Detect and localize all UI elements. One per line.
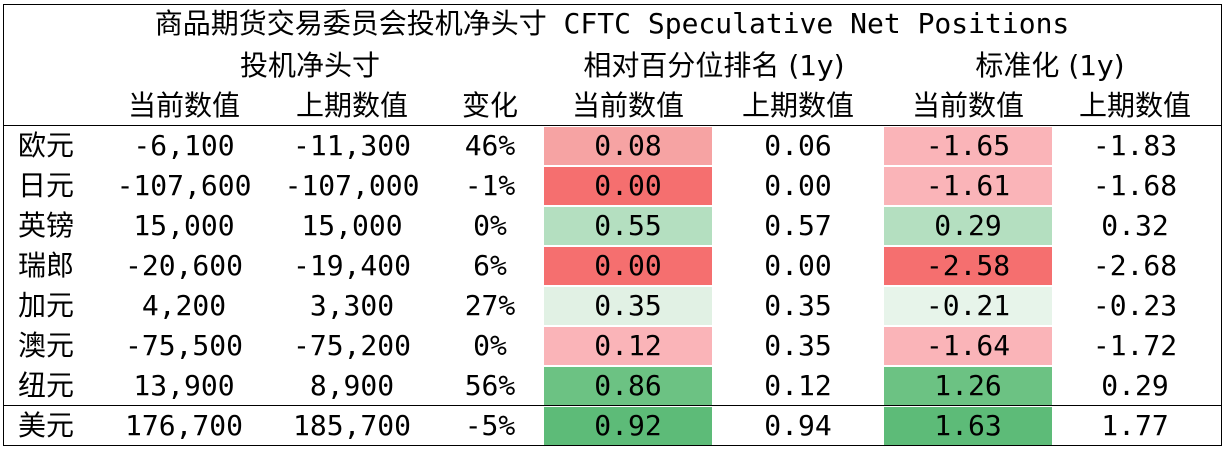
change-cell: -5% — [464, 409, 516, 442]
net-current-cell: -20,600 — [124, 249, 243, 282]
group-header-percentile: 相对百分位排名 (1y) — [583, 49, 845, 82]
std-current-cell: -0.21 — [884, 287, 1052, 325]
row-label: 英镑 — [18, 209, 75, 242]
col-header-change: 变化 — [461, 89, 518, 122]
pct-current-cell: 0.86 — [544, 367, 712, 405]
net-previous-cell: 3,300 — [309, 289, 395, 322]
net-current-cell: -75,500 — [124, 329, 243, 362]
net-previous-cell: 8,900 — [309, 369, 395, 402]
pct-current-cell: 0.00 — [544, 167, 712, 205]
std-previous-cell: 1.77 — [1101, 409, 1169, 442]
std-current-cell: 1.26 — [884, 367, 1052, 405]
pct-previous-cell: 0.00 — [764, 169, 832, 202]
usd-divider — [4, 405, 1222, 406]
pct-current-cell: 0.55 — [544, 207, 712, 245]
row-label: 欧元 — [18, 129, 75, 162]
std-current-cell: 0.29 — [884, 207, 1052, 245]
pct-previous-cell: 0.57 — [764, 209, 832, 242]
net-current-cell: -107,600 — [116, 169, 252, 202]
row-label: 日元 — [18, 169, 75, 202]
pct-current-cell: 0.92 — [544, 407, 712, 445]
row-label: 加元 — [18, 289, 75, 322]
std-current-cell: 1.63 — [884, 407, 1052, 445]
net-previous-cell: -75,200 — [292, 329, 411, 362]
change-cell: 0% — [473, 209, 507, 242]
col-header-std-current: 当前数值 — [911, 89, 1024, 122]
change-cell: 56% — [464, 369, 516, 402]
change-cell: 6% — [473, 249, 507, 282]
net-current-cell: 13,900 — [133, 369, 235, 402]
pct-previous-cell: 0.35 — [764, 289, 832, 322]
pct-previous-cell: 0.06 — [764, 129, 832, 162]
std-current-cell: -2.58 — [884, 247, 1052, 285]
header-divider — [4, 125, 1222, 126]
net-current-cell: 4,200 — [141, 289, 227, 322]
pct-current-cell: 0.08 — [544, 127, 712, 165]
col-header-std-previous: 上期数值 — [1078, 89, 1191, 122]
net-current-cell: -6,100 — [133, 129, 235, 162]
net-previous-cell: -19,400 — [292, 249, 411, 282]
net-previous-cell: -11,300 — [292, 129, 411, 162]
row-label: 澳元 — [18, 329, 75, 362]
std-previous-cell: 0.29 — [1101, 369, 1169, 402]
group-header-standardized: 标准化 (1y) — [975, 49, 1125, 82]
pct-previous-cell: 0.94 — [764, 409, 832, 442]
pct-previous-cell: 0.12 — [764, 369, 832, 402]
col-header-net-current: 当前数值 — [127, 89, 240, 122]
row-label: 美元 — [18, 409, 75, 442]
change-cell: 46% — [464, 129, 516, 162]
net-current-cell: 15,000 — [133, 209, 235, 242]
net-previous-cell: -107,000 — [284, 169, 420, 202]
row-label: 瑞郎 — [18, 249, 75, 282]
std-current-cell: -1.65 — [884, 127, 1052, 165]
pct-current-cell: 0.00 — [544, 247, 712, 285]
std-previous-cell: 0.32 — [1101, 209, 1169, 242]
change-cell: 27% — [464, 289, 516, 322]
std-current-cell: -1.61 — [884, 167, 1052, 205]
pct-previous-cell: 0.35 — [764, 329, 832, 362]
std-previous-cell: -1.68 — [1092, 169, 1178, 202]
table-title: 商品期货交易委员会投机净头寸 CFTC Speculative Net Posi… — [154, 7, 1070, 40]
change-cell: -1% — [464, 169, 516, 202]
col-header-net-previous: 上期数值 — [295, 89, 408, 122]
table-frame — [3, 4, 1222, 446]
std-current-cell: -1.64 — [884, 327, 1052, 365]
pct-current-cell: 0.12 — [544, 327, 712, 365]
pct-previous-cell: 0.00 — [764, 249, 832, 282]
net-current-cell: 176,700 — [124, 409, 243, 442]
std-previous-cell: -0.23 — [1092, 289, 1178, 322]
std-previous-cell: -2.68 — [1092, 249, 1178, 282]
net-previous-cell: 15,000 — [301, 209, 403, 242]
col-header-pct-current: 当前数值 — [571, 89, 684, 122]
net-previous-cell: 185,700 — [292, 409, 411, 442]
col-header-pct-previous: 上期数值 — [741, 89, 854, 122]
group-header-net: 投机净头寸 — [239, 49, 380, 82]
pct-current-cell: 0.35 — [544, 287, 712, 325]
std-previous-cell: -1.83 — [1092, 129, 1178, 162]
std-previous-cell: -1.72 — [1092, 329, 1178, 362]
row-label: 纽元 — [18, 369, 75, 402]
change-cell: 0% — [473, 329, 507, 362]
